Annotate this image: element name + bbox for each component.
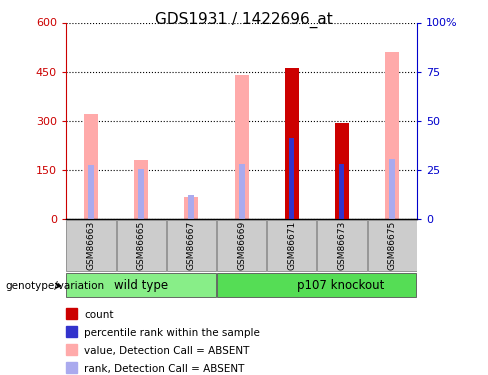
Bar xyxy=(289,138,294,219)
FancyBboxPatch shape xyxy=(217,273,416,297)
Bar xyxy=(389,159,395,219)
Text: rank, Detection Call = ABSENT: rank, Detection Call = ABSENT xyxy=(84,364,244,374)
Bar xyxy=(285,68,299,219)
Bar xyxy=(340,164,345,219)
Text: GSM86663: GSM86663 xyxy=(86,221,96,270)
Bar xyxy=(88,165,94,219)
FancyBboxPatch shape xyxy=(66,273,216,297)
FancyBboxPatch shape xyxy=(167,220,216,272)
Bar xyxy=(138,168,144,219)
Text: value, Detection Call = ABSENT: value, Detection Call = ABSENT xyxy=(84,346,249,356)
FancyBboxPatch shape xyxy=(217,220,266,272)
Bar xyxy=(239,164,244,219)
Text: GSM86673: GSM86673 xyxy=(337,221,346,270)
Bar xyxy=(134,160,148,219)
Bar xyxy=(184,197,199,219)
FancyBboxPatch shape xyxy=(66,220,116,272)
Text: GSM86667: GSM86667 xyxy=(187,221,196,270)
Text: genotype/variation: genotype/variation xyxy=(5,281,104,291)
Text: percentile rank within the sample: percentile rank within the sample xyxy=(84,328,260,338)
Bar xyxy=(235,75,248,219)
Text: wild type: wild type xyxy=(114,279,168,291)
FancyBboxPatch shape xyxy=(317,220,366,272)
Text: GDS1931 / 1422696_at: GDS1931 / 1422696_at xyxy=(155,12,333,28)
Bar xyxy=(84,114,98,219)
Bar xyxy=(188,195,194,219)
FancyBboxPatch shape xyxy=(367,220,417,272)
Bar xyxy=(335,123,349,219)
Text: GSM86671: GSM86671 xyxy=(287,221,296,270)
Text: count: count xyxy=(84,310,113,320)
FancyBboxPatch shape xyxy=(267,220,316,272)
Text: GSM86675: GSM86675 xyxy=(387,221,397,270)
Text: p107 knockout: p107 knockout xyxy=(297,279,385,291)
Text: GSM86665: GSM86665 xyxy=(137,221,146,270)
FancyBboxPatch shape xyxy=(117,220,166,272)
Bar xyxy=(385,52,399,219)
Text: GSM86669: GSM86669 xyxy=(237,221,246,270)
